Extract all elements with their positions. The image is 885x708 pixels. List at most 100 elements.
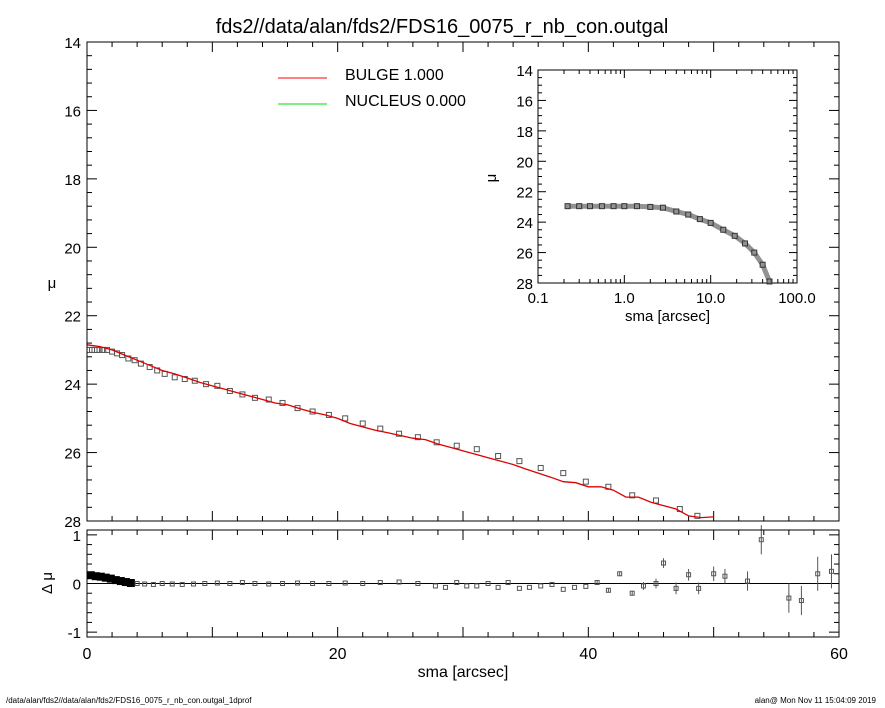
main-data-point [473, 446, 480, 453]
resid-point [360, 581, 366, 586]
resid-point [594, 580, 600, 586]
legend-label: BULGE 1.000 [345, 67, 444, 84]
resid-point [202, 581, 208, 586]
legend: BULGE 1.000 NUCLEUS 0.000 [278, 67, 466, 110]
inset-data-point [633, 203, 640, 210]
resid-x-tick-label: 20 [329, 646, 347, 663]
resid-point [454, 580, 460, 586]
resid-point [266, 581, 272, 587]
inset-data-point [586, 203, 593, 210]
main-data-point [414, 434, 421, 441]
main-y-tick-label: 26 [64, 446, 81, 463]
inset-data-point [696, 216, 703, 223]
main-data-point [560, 470, 567, 477]
main-data-point [629, 492, 636, 499]
main-data-point [146, 364, 153, 371]
plot-title: fds2//data/alan/fds2/FDS16_0075_r_nb_con… [216, 16, 669, 38]
resid-point [640, 583, 646, 589]
footer-left-text: /data/alan/fds2//data/alan/fds2/FDS16_00… [6, 696, 252, 705]
resid-point [583, 583, 589, 589]
main-y-tick-label: 22 [64, 309, 81, 326]
inset-data-point [766, 278, 773, 285]
resid-point [786, 595, 792, 601]
main-y-tick-label: 14 [64, 35, 81, 52]
resid-point [572, 584, 578, 590]
inset-data-point [751, 249, 758, 256]
resid-point [696, 585, 702, 591]
main-data-point [214, 382, 221, 389]
main-data-point [396, 430, 403, 437]
resid-point [169, 581, 175, 587]
main-data-point [279, 399, 286, 406]
main-y-axis-label: μ [48, 275, 57, 292]
inset-data-point [720, 226, 727, 233]
resid-point [159, 581, 165, 586]
inset-log-panel: 14 16 18 20 22 24 26 280.1 1.0 10.0 100.0 sma [arcs… [483, 63, 816, 325]
inset-profile-band [565, 203, 772, 284]
resid-point [798, 598, 804, 604]
resid-point [310, 581, 316, 586]
main-y-tick-label: 16 [64, 103, 81, 120]
inset-x-tick-label: 100.0 [778, 290, 816, 307]
inset-frame [537, 69, 798, 284]
inset-y-tick-label: 22 [516, 185, 533, 202]
inset-data-point [707, 219, 714, 226]
resid-point [711, 571, 717, 577]
resid-point [629, 590, 635, 596]
resid-y-tick-label: 1 [73, 528, 81, 545]
resid-point [191, 581, 197, 587]
inset-x-axis-label: sma [arcsec] [625, 308, 710, 325]
inset-data-point [685, 211, 692, 218]
main-data-point [171, 374, 178, 381]
resid-point [396, 579, 402, 585]
resid-point [252, 581, 258, 586]
main-data-points [86, 346, 701, 519]
inset-y-tick-label: 14 [516, 63, 533, 80]
inset-data-point [564, 203, 571, 210]
resid-point [150, 581, 156, 587]
resid-point [134, 581, 140, 586]
resid-point [560, 586, 566, 592]
inset-x-tick-label: 1.0 [614, 290, 635, 307]
main-y-tick-label: 24 [64, 377, 81, 394]
inset-data-point [647, 203, 654, 210]
resid-point [227, 581, 233, 586]
resid-x-tick-label: 0 [83, 646, 92, 663]
resid-point [617, 571, 623, 577]
resid-x-tick-label: 40 [579, 646, 597, 663]
inset-y-tick-label: 28 [516, 276, 533, 293]
main-data-point [495, 452, 502, 459]
resid-point [673, 585, 679, 591]
resid-y-tick-label: -1 [68, 625, 81, 642]
main-data-point [537, 464, 544, 471]
resid-point [549, 581, 555, 587]
resid-point [661, 560, 667, 566]
resid-point [495, 584, 501, 590]
resid-y-tick-label: 0 [73, 577, 81, 594]
main-data-point [453, 442, 460, 449]
main-data-point [582, 478, 589, 485]
main-data-point [653, 497, 660, 504]
inset-data-point [673, 208, 680, 215]
resid-point [722, 573, 728, 579]
main-y-tick-label: 18 [64, 172, 81, 189]
main-y-tick-label: 20 [64, 240, 81, 257]
resid-point [526, 584, 532, 590]
resid-point [653, 581, 659, 586]
resid-point [474, 583, 480, 589]
resid-point [605, 587, 611, 593]
resid-frame [86, 529, 840, 638]
resid-point [815, 571, 821, 577]
resid-point [326, 581, 332, 586]
main-data-point [203, 381, 210, 388]
resid-point [516, 585, 522, 591]
inset-y-tick-label: 24 [516, 215, 533, 232]
inset-y-axis-label: μ [483, 174, 500, 183]
resid-point [126, 579, 135, 588]
legend-label: NUCLEUS 0.000 [345, 93, 466, 110]
inset-y-tick-label: 20 [516, 154, 533, 171]
footer-right-text: alan@ Mon Nov 11 15:04:09 2019 [755, 696, 877, 705]
